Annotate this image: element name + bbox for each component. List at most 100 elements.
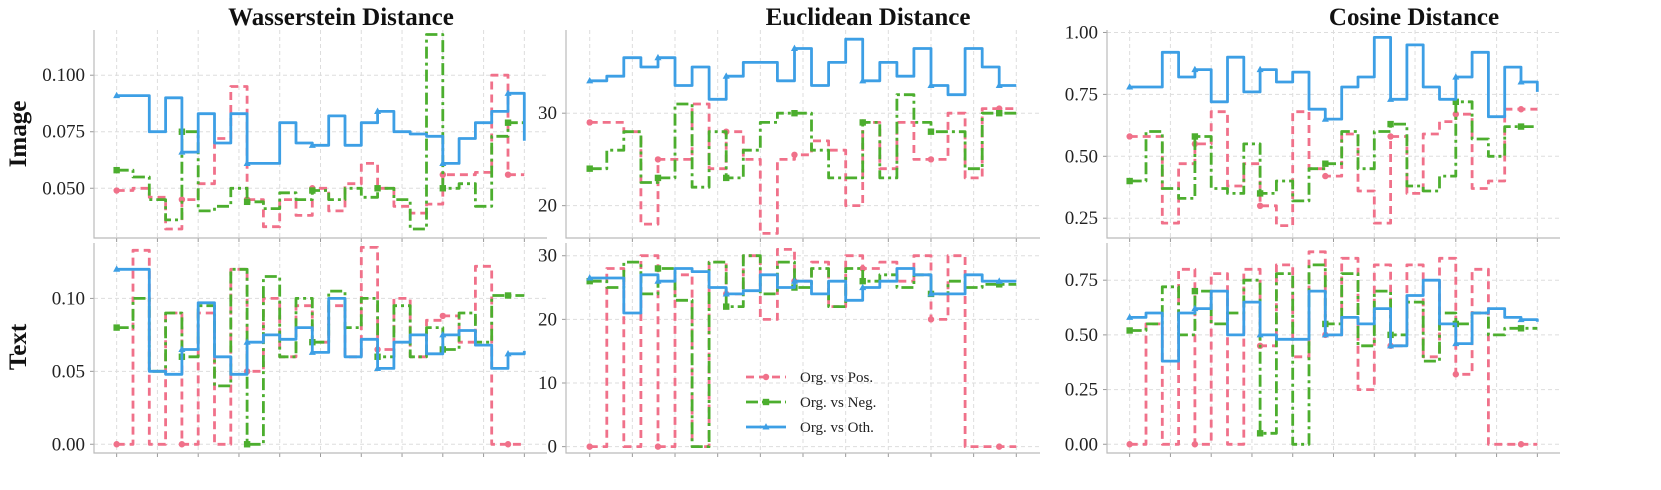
- series-line-1: [1129, 263, 1538, 446]
- data-point-marker: [504, 292, 512, 299]
- series-line-0: [589, 248, 1017, 448]
- data-point-marker: [586, 165, 593, 172]
- series-line-2: [116, 91, 526, 165]
- series-line-0: [1129, 250, 1538, 446]
- data-point-marker: [1517, 123, 1525, 130]
- data-point-marker: [1517, 78, 1525, 85]
- y-tick-label: 0.00: [52, 434, 85, 455]
- y-tick-label: 0.25: [1065, 208, 1098, 229]
- y-tick-label: 1.00: [1065, 22, 1098, 43]
- data-point-marker: [504, 349, 512, 357]
- data-point-marker: [1452, 339, 1460, 347]
- data-point-marker: [996, 110, 1003, 117]
- column-title-euclidean: Euclidean Distance: [766, 4, 971, 31]
- data-point-marker: [791, 151, 798, 158]
- data-point-marker: [1256, 65, 1264, 73]
- data-point-marker: [1387, 95, 1395, 102]
- data-point-marker: [1126, 313, 1134, 320]
- data-point-marker: [1322, 172, 1329, 180]
- data-point-marker: [654, 53, 662, 61]
- data-point-marker: [1322, 160, 1329, 167]
- data-point-marker: [654, 443, 662, 450]
- data-point-marker: [859, 119, 866, 126]
- data-point-marker: [1191, 304, 1199, 312]
- data-point-marker: [723, 303, 730, 310]
- data-point-marker: [504, 171, 512, 178]
- data-point-marker: [439, 171, 447, 178]
- axes-spines: [565, 243, 1040, 454]
- data-point-marker: [113, 166, 120, 174]
- data-point-marker: [791, 110, 798, 117]
- data-point-marker: [654, 265, 662, 272]
- data-point-marker: [654, 277, 662, 284]
- row-label-text: Text: [5, 323, 32, 370]
- y-tick-label: 30: [538, 103, 557, 124]
- data-point-marker: [1191, 287, 1199, 295]
- data-point-marker: [927, 316, 935, 323]
- axes-spines: [93, 30, 547, 239]
- axes-spines: [93, 243, 547, 454]
- data-point-marker: [113, 187, 120, 194]
- data-point-marker: [995, 277, 1003, 284]
- data-point-marker: [996, 443, 1003, 450]
- data-point-marker: [243, 441, 251, 448]
- series-line-2: [1129, 36, 1539, 121]
- data-point-marker: [586, 274, 594, 281]
- data-point-marker: [790, 44, 798, 52]
- data-point-marker: [1387, 341, 1395, 349]
- data-point-marker: [178, 441, 186, 448]
- data-point-marker: [1256, 331, 1264, 338]
- data-point-marker: [178, 196, 186, 203]
- y-tick-label: 20: [538, 309, 557, 330]
- data-point-marker: [1256, 190, 1264, 197]
- data-point-marker: [722, 72, 730, 79]
- data-point-marker: [113, 441, 120, 448]
- data-point-marker: [1452, 371, 1460, 378]
- data-point-marker: [586, 77, 594, 84]
- data-point-marker: [927, 128, 935, 135]
- data-point-marker: [178, 345, 186, 353]
- series-line-2: [589, 37, 1017, 101]
- data-point-marker: [504, 441, 512, 448]
- data-point-marker: [1191, 65, 1199, 73]
- data-point-marker: [1452, 110, 1460, 118]
- data-point-marker: [1256, 202, 1264, 210]
- legend-label: Org. vs Pos.: [800, 370, 873, 386]
- data-point-marker: [1517, 106, 1525, 113]
- y-tick-label: 0.100: [42, 65, 85, 86]
- data-point-marker: [243, 338, 251, 345]
- data-point-marker: [927, 290, 935, 297]
- data-point-marker: [1387, 133, 1394, 140]
- panel-text-4: 0 10 20 30: [538, 243, 1040, 458]
- legend-label: Org. vs Neg.: [800, 395, 876, 411]
- axes-spines: [565, 30, 1040, 239]
- panel-image-2: 0.25 0.50 0.75 1.00: [1065, 22, 1560, 242]
- data-point-marker: [1126, 327, 1133, 334]
- panel-image-0: 0.050 0.075 0.100: [42, 30, 547, 242]
- data-point-marker: [308, 141, 316, 148]
- y-tick-label: 0.50: [1065, 146, 1098, 167]
- data-point-marker: [1126, 177, 1133, 185]
- data-point-marker: [374, 107, 382, 114]
- data-point-marker: [654, 174, 662, 182]
- data-point-marker: [308, 348, 316, 355]
- data-point-marker: [439, 312, 447, 320]
- data-point-marker: [439, 331, 447, 338]
- data-point-marker: [859, 265, 866, 272]
- data-point-marker: [586, 119, 593, 126]
- data-point-marker: [859, 277, 866, 285]
- data-point-marker: [374, 185, 381, 192]
- legend-label: Org. vs Oth.: [800, 420, 874, 436]
- data-point-marker: [927, 156, 935, 163]
- series-line-2: [1129, 278, 1539, 363]
- y-tick-label: 10: [538, 373, 557, 394]
- y-tick-label: 0.75: [1065, 84, 1098, 105]
- data-point-marker: [586, 443, 593, 450]
- y-tick-label: 0.00: [1065, 434, 1098, 455]
- legend-marker: [762, 373, 770, 381]
- data-point-marker: [1126, 83, 1134, 90]
- data-point-marker: [1321, 115, 1329, 122]
- data-point-marker: [723, 174, 730, 182]
- y-tick-label: 0.50: [1065, 325, 1098, 346]
